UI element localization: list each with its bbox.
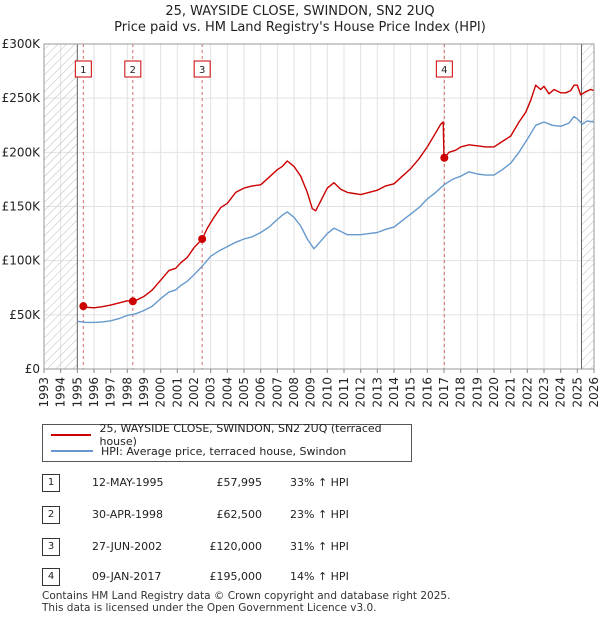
sale-marker [440, 153, 449, 162]
chart-title: 25, WAYSIDE CLOSE, SWINDON, SN2 2UQ [165, 4, 435, 19]
x-tick-label: 1995 [70, 377, 84, 408]
x-tick-label: 2007 [270, 377, 284, 408]
sale-date: 09-JAN-2017 [92, 570, 162, 583]
x-tick-label: 1994 [54, 377, 68, 408]
hpi-series-line [77, 115, 595, 324]
x-tick-label: 2021 [504, 377, 518, 408]
sale-date: 27-JUN-2002 [92, 540, 163, 553]
sale-marker [198, 235, 207, 243]
sale-hpi-change: 33% ↑ HPI [290, 476, 349, 489]
footer: Contains HM Land Registry data © Crown c… [42, 590, 450, 614]
sale-hpi-change: 23% ↑ HPI [290, 508, 349, 521]
x-tick-label: 2025 [570, 377, 584, 408]
sale-price: £57,995 [216, 476, 263, 489]
sale-number-badge: 4 [42, 568, 60, 586]
x-tick-label: 2005 [237, 377, 251, 408]
x-tick-label: 2024 [554, 377, 568, 408]
x-tick-label: 2019 [470, 377, 484, 408]
x-tick-label: 2023 [537, 377, 551, 408]
x-tick-label: 2004 [220, 377, 234, 408]
sale-row: 2 30-APR-1998 £62,500 23% ↑ HPI [42, 504, 442, 524]
sale-markers [79, 153, 449, 311]
y-tick-label: £150K [2, 200, 42, 214]
sale-number-box [435, 60, 453, 78]
x-tick-label: 2011 [337, 377, 351, 408]
x-tick-label: 2001 [170, 377, 184, 408]
legend: 25, WAYSIDE CLOSE, SWINDON, SN2 2UQ (ter… [42, 422, 412, 462]
y-tick-label: £300K [2, 37, 42, 51]
sale-row: 1 12-MAY-1995 £57,995 33% ↑ HPI [42, 472, 442, 492]
hatch-before-data [44, 44, 78, 369]
y-tick-label: £50K [9, 308, 41, 322]
x-tick-label: 2020 [487, 377, 501, 408]
sale-marker [128, 297, 137, 306]
legend-swatch-hpi [51, 450, 93, 452]
x-tick-label: 2003 [204, 377, 218, 408]
sale-row: 3 27-JUN-2002 £120,000 31% ↑ HPI [42, 536, 442, 556]
sale-number-box [74, 60, 92, 78]
x-tick-label: 1993 [37, 377, 51, 408]
chart-title-block: 25, WAYSIDE CLOSE, SWINDON, SN2 2UQ Pric… [0, 4, 600, 36]
x-tick-label: 2006 [254, 377, 268, 408]
sale-number-badge: 3 [42, 538, 60, 556]
sale-price: £195,000 [209, 570, 263, 583]
legend-label-property: 25, WAYSIDE CLOSE, SWINDON, SN2 2UQ (ter… [99, 422, 382, 448]
sale-number-label: 1 [80, 65, 86, 76]
sale-number-badge: 1 [42, 474, 60, 492]
property-series-line [83, 84, 595, 309]
sale-number-label: 3 [199, 65, 205, 76]
x-tick-label: 2017 [437, 377, 451, 408]
x-tick-label: 2022 [520, 377, 534, 408]
legend-swatch-property [51, 434, 92, 436]
x-tick-label: 2026 [587, 377, 600, 408]
x-tick-label: 2010 [320, 377, 334, 408]
footer-license: This data is licensed under the Open Gov… [42, 602, 377, 614]
sale-row: 4 09-JAN-2017 £195,000 14% ↑ HPI [42, 566, 442, 586]
sale-number-label: 2 [130, 65, 136, 76]
footer-copyright: Contains HM Land Registry data © Crown c… [42, 590, 451, 602]
x-tick-label: 2000 [154, 377, 168, 408]
x-tick-label: 2002 [187, 377, 201, 408]
legend-label-hpi: HPI: Average price, terraced house, Swin… [101, 444, 347, 458]
chart-canvas: 1 2 3 4 £0 £50K £100K £150K £200K £250K £300K 1993… [2, 37, 600, 408]
sale-hpi-change: 14% ↑ HPI [290, 570, 349, 583]
hatched-regions [44, 44, 594, 369]
series-lines [77, 84, 595, 324]
y-tick-label: £0 [25, 362, 40, 376]
sale-price: £62,500 [216, 508, 263, 521]
chart-subtitle: Price paid vs. HM Land Registry's House … [114, 20, 486, 35]
sale-date: 30-APR-1998 [92, 508, 164, 521]
sale-number-badge: 2 [42, 506, 60, 524]
y-tick-label: £100K [2, 254, 42, 268]
sale-hpi-change: 31% ↑ HPI [290, 540, 349, 553]
sale-marker [79, 302, 88, 311]
x-tick-label: 2014 [387, 377, 401, 408]
x-tick-label: 1997 [104, 377, 118, 408]
sale-date: 12-MAY-1995 [92, 476, 164, 489]
x-tick-label: 2018 [454, 377, 468, 408]
x-tick-label: 2016 [420, 377, 434, 408]
hatch-after-data [581, 44, 594, 369]
x-tick-label: 1998 [120, 377, 134, 408]
x-tick-label: 1999 [137, 377, 151, 408]
x-tick-label: 2012 [354, 377, 368, 408]
sale-number-label: 4 [441, 65, 447, 76]
y-tick-label: £250K [2, 91, 42, 105]
grid [43, 43, 595, 370]
y-tick-label: £200K [2, 145, 42, 159]
legend-item-hpi: HPI: Average price, terraced house, Swin… [51, 443, 346, 459]
sale-number-box [124, 60, 142, 78]
x-tick-label: 2015 [404, 377, 418, 408]
x-tick-label: 2009 [304, 377, 318, 408]
x-tick-label: 2008 [287, 377, 301, 408]
sale-number-box [193, 60, 211, 78]
plot-frame [43, 43, 595, 370]
x-tick-label: 1996 [87, 377, 101, 408]
x-tick-label: 2013 [370, 377, 384, 408]
sale-price: £120,000 [209, 540, 263, 553]
sale-guide-lines [82, 44, 445, 369]
legend-item-property: 25, WAYSIDE CLOSE, SWINDON, SN2 2UQ (ter… [51, 422, 411, 448]
sale-number-labels: 1 2 3 4 [74, 60, 453, 78]
